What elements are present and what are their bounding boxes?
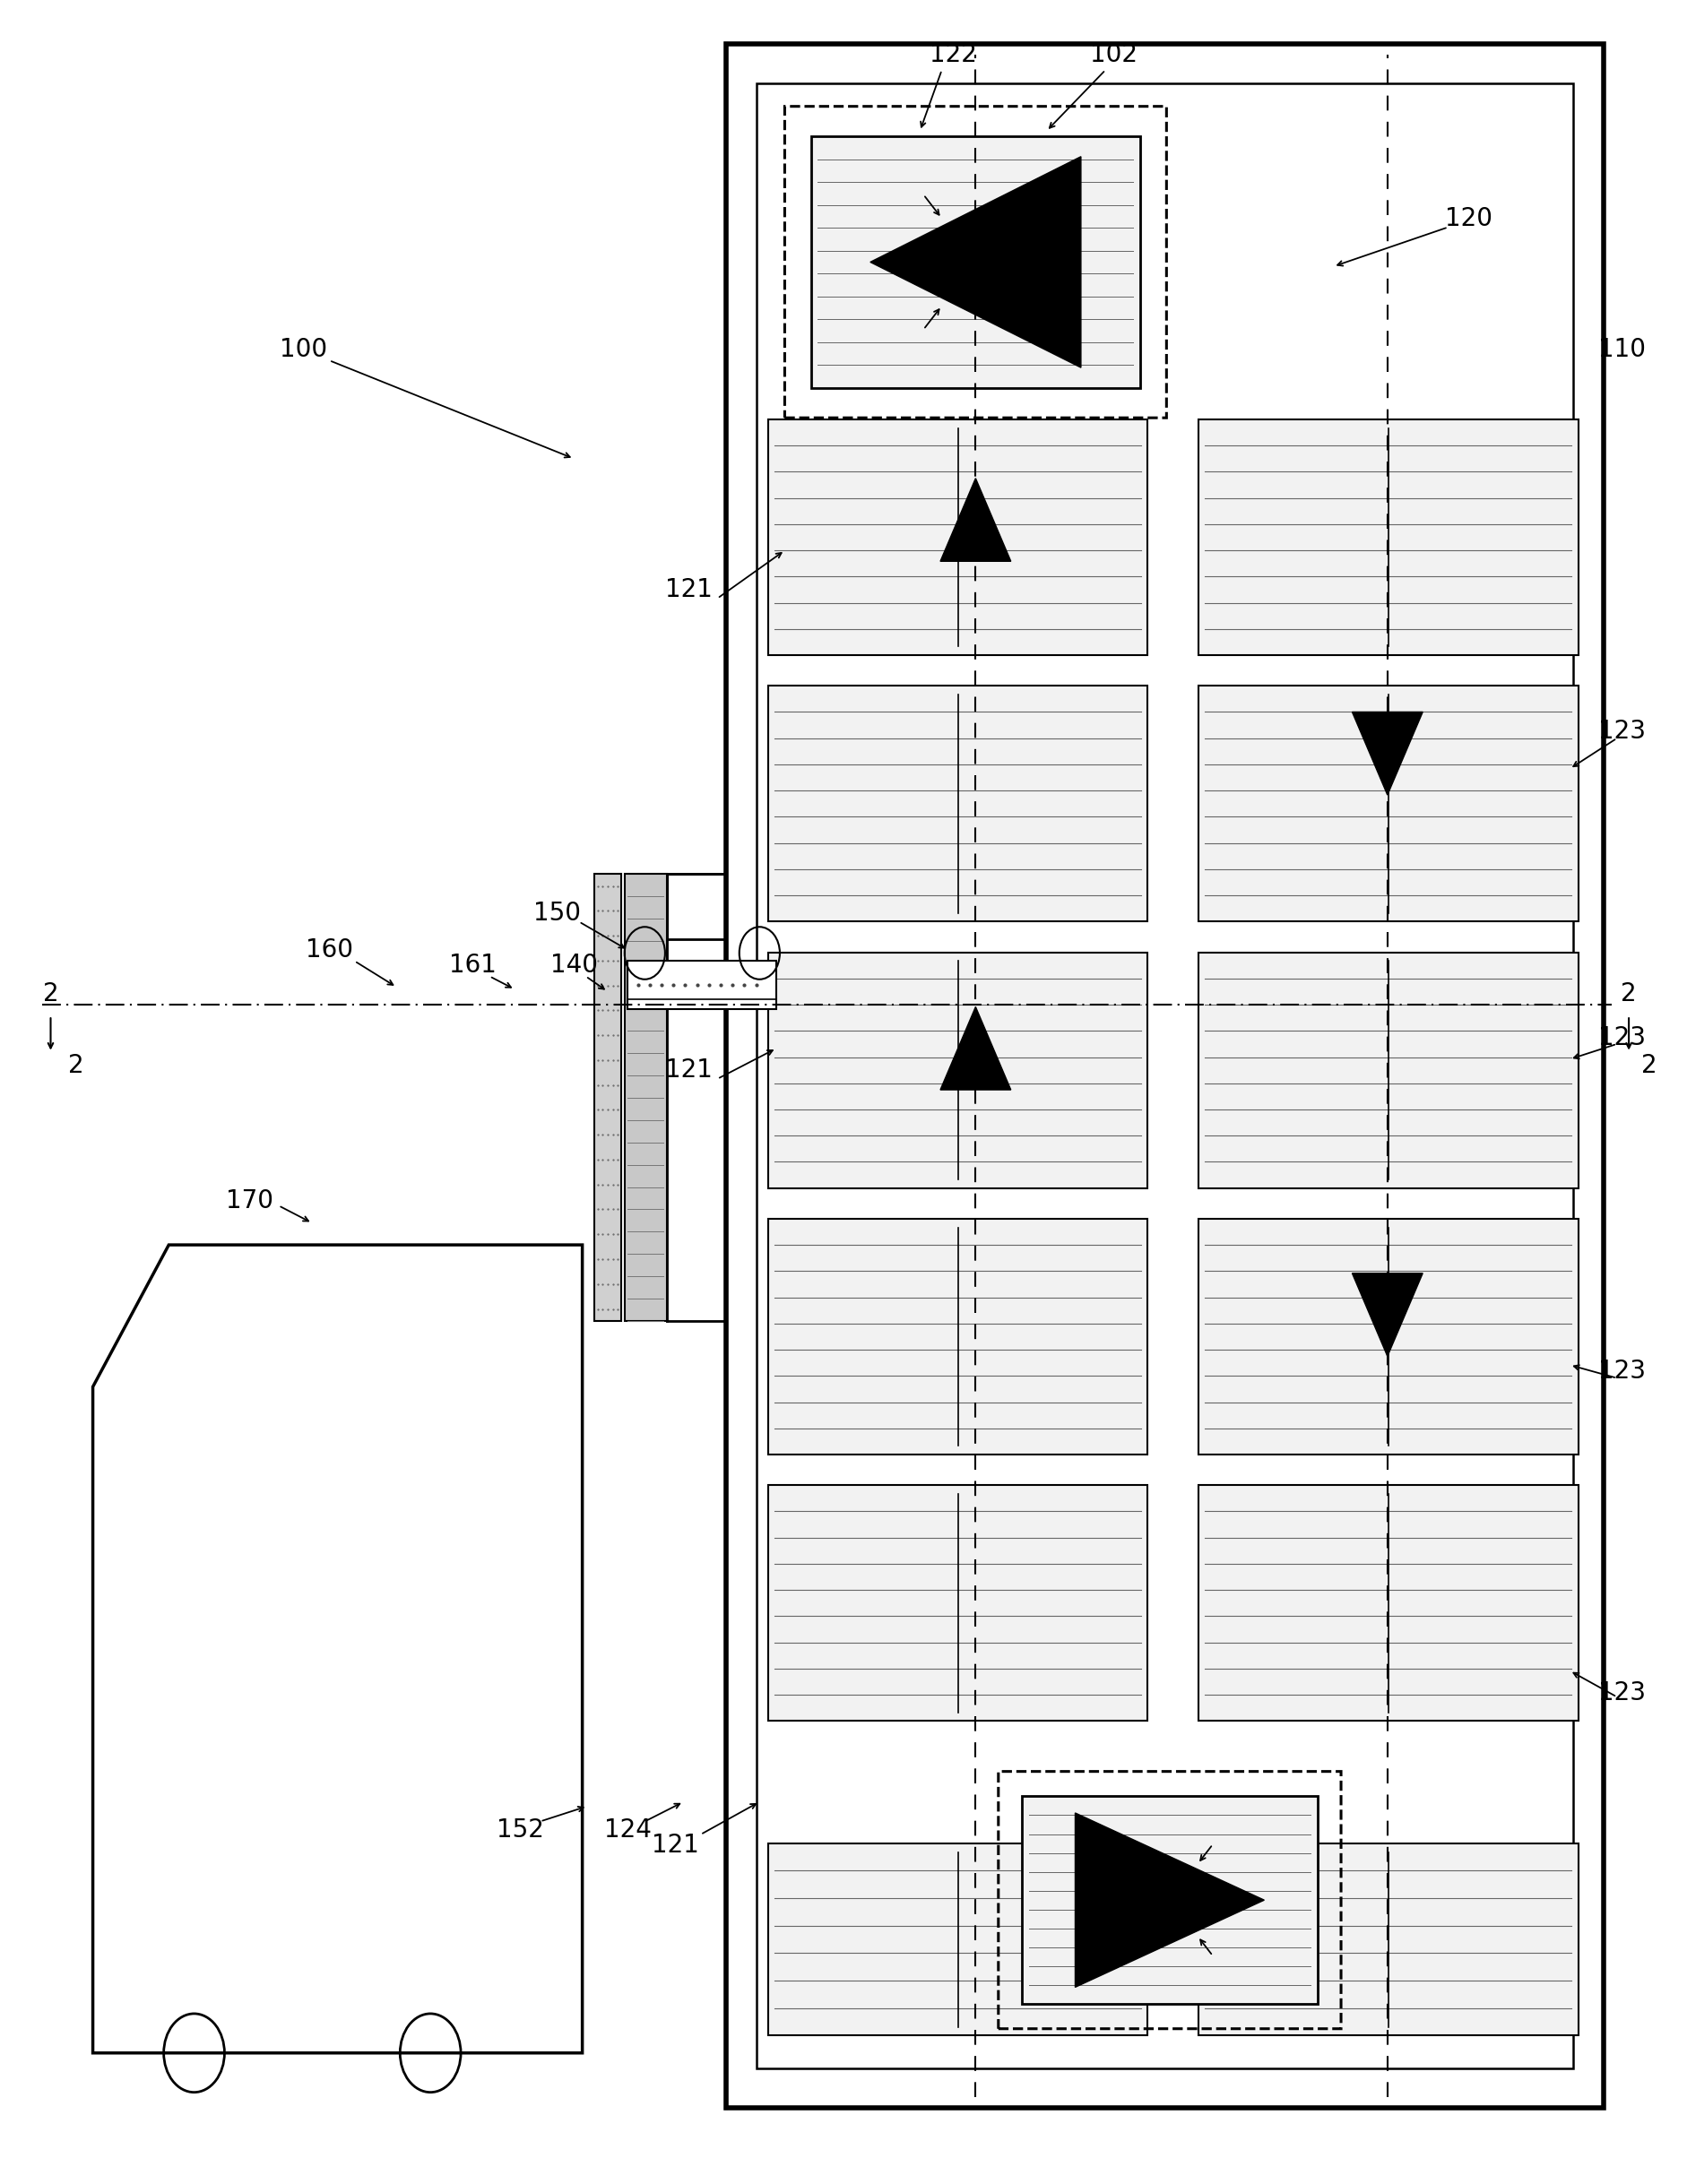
Polygon shape: [1351, 1273, 1422, 1356]
Text: 100: 100: [280, 336, 327, 363]
Text: 2: 2: [1620, 981, 1636, 1007]
Text: 102: 102: [1090, 41, 1137, 68]
Text: 161: 161: [449, 952, 496, 978]
Text: 120: 120: [1444, 205, 1491, 232]
Text: 152: 152: [496, 1817, 543, 1843]
Text: 123: 123: [1598, 1024, 1645, 1051]
Polygon shape: [870, 157, 1080, 367]
Bar: [1198, 1219, 1577, 1455]
Bar: [768, 1843, 1147, 2035]
Bar: [768, 686, 1147, 922]
Text: 170: 170: [226, 1188, 273, 1214]
Bar: [768, 1219, 1147, 1455]
Text: 150: 150: [533, 900, 580, 926]
Bar: [810, 135, 1140, 389]
Polygon shape: [940, 478, 1011, 561]
Text: 123: 123: [1598, 1679, 1645, 1706]
Bar: [756, 83, 1572, 2068]
Bar: [725, 44, 1603, 2108]
Bar: [768, 1485, 1147, 1721]
Text: 2: 2: [1640, 1053, 1657, 1079]
Text: 123: 123: [1598, 719, 1645, 745]
Text: 160: 160: [305, 937, 353, 963]
Text: 110: 110: [1598, 336, 1645, 363]
Polygon shape: [93, 1245, 582, 2053]
Text: 140: 140: [550, 952, 597, 978]
Bar: [1022, 1795, 1318, 2005]
Bar: [768, 952, 1147, 1188]
Bar: [768, 419, 1147, 655]
Bar: [1198, 419, 1577, 655]
Bar: [594, 874, 621, 1321]
Bar: [1198, 686, 1577, 922]
Bar: [1198, 1843, 1577, 2035]
Text: 2: 2: [42, 981, 59, 1007]
Text: 122: 122: [930, 41, 977, 68]
Text: 121: 121: [651, 1832, 698, 1859]
Bar: [628, 961, 776, 1009]
Bar: [1198, 1485, 1577, 1721]
Text: 123: 123: [1598, 1358, 1645, 1385]
Text: 124: 124: [604, 1817, 651, 1843]
Polygon shape: [940, 1007, 1011, 1090]
Bar: [1198, 952, 1577, 1188]
Polygon shape: [1075, 1813, 1264, 1987]
Text: 2: 2: [67, 1053, 84, 1079]
Text: 121: 121: [665, 577, 712, 603]
Polygon shape: [1351, 712, 1422, 795]
Text: 121: 121: [665, 1057, 712, 1083]
Bar: [624, 874, 666, 1321]
